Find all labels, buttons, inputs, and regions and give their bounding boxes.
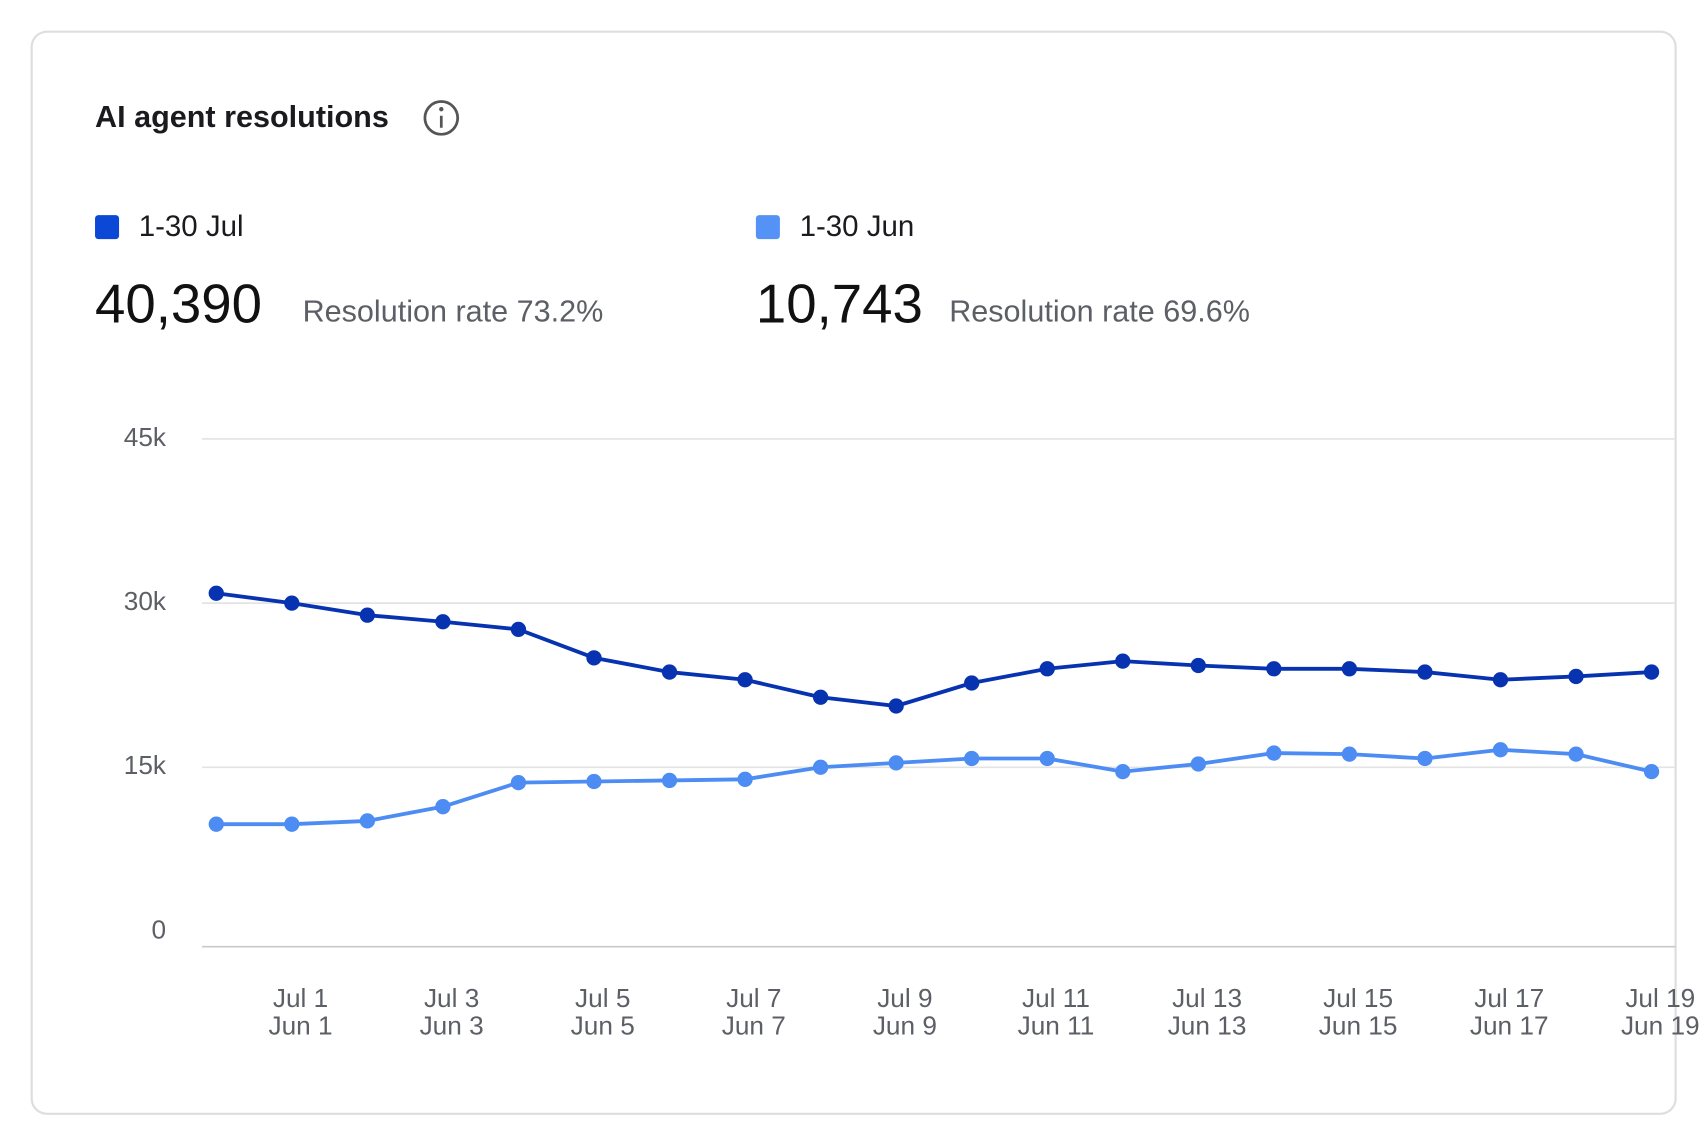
x-tick-label: Jul 9 — [877, 983, 932, 1013]
data-point — [1417, 664, 1433, 680]
legend-label: 1-30 Jul — [139, 210, 244, 243]
data-point — [1568, 746, 1584, 762]
data-point — [1039, 661, 1055, 677]
card-title: AI agent resolutions — [95, 100, 389, 134]
data-point — [208, 585, 224, 601]
rate: Resolution rate 73.2% — [303, 294, 604, 328]
data-point — [208, 816, 224, 832]
data-point — [661, 664, 678, 680]
x-tick-label: Jul 17 — [1474, 983, 1544, 1013]
data-point — [284, 595, 300, 611]
total: 40,390 — [95, 273, 262, 334]
data-point — [435, 614, 451, 630]
legend-label: 1-30 Jun — [800, 210, 915, 243]
data-point — [812, 759, 829, 775]
x-tick-label: Jul 5 — [575, 983, 630, 1013]
data-point — [888, 755, 904, 771]
data-point — [964, 750, 980, 767]
total: 10,743 — [756, 273, 923, 334]
data-point — [1190, 657, 1206, 674]
x-tick-label: Jun 1 — [268, 1010, 332, 1040]
data-point — [1492, 672, 1509, 688]
data-point — [510, 621, 527, 638]
y-tick-label: 45k — [124, 422, 167, 452]
series-line — [216, 591, 1652, 708]
legend-swatch — [755, 215, 780, 240]
card — [30, 30, 1677, 1115]
data-point — [737, 672, 753, 688]
info-icon[interactable] — [423, 100, 460, 136]
data-point — [435, 799, 451, 815]
y-tick-label: 30k — [124, 586, 167, 616]
x-tick-label: Jul 7 — [726, 983, 781, 1013]
x-tick-label: Jun 15 — [1319, 1010, 1398, 1040]
data-point — [888, 698, 904, 714]
x-tick-label: Jul 3 — [424, 983, 479, 1013]
data-point — [1266, 661, 1282, 677]
data-point — [1341, 746, 1358, 762]
data-point — [1039, 750, 1055, 767]
data-point — [812, 689, 829, 705]
x-tick-label: Jun 13 — [1168, 1010, 1247, 1040]
data-point — [1190, 756, 1206, 772]
x-tick-label: Jun 9 — [873, 1010, 937, 1040]
x-tick-label: Jul 15 — [1323, 983, 1393, 1013]
rate: Resolution rate 69.6% — [949, 294, 1250, 328]
data-point — [284, 816, 300, 832]
data-point — [1492, 742, 1509, 758]
data-point — [1115, 764, 1131, 780]
x-tick-label: Jul 11 — [1022, 983, 1090, 1013]
y-tick-label: 0 — [151, 914, 166, 944]
data-point — [510, 774, 527, 791]
x-tick-label: Jun 19 — [1621, 1010, 1700, 1040]
x-tick-label: Jun 5 — [571, 1010, 635, 1040]
data-point — [586, 773, 602, 790]
x-tick-label: Jun 11 — [1018, 1010, 1095, 1040]
data-point — [1115, 653, 1131, 669]
x-tick-label: Jun 7 — [722, 1010, 786, 1040]
data-point — [1417, 750, 1433, 767]
data-point — [661, 772, 678, 789]
data-point — [359, 607, 376, 623]
x-tick-label: Jul 13 — [1172, 983, 1242, 1013]
x-tick-label: Jun 3 — [420, 1010, 484, 1040]
data-point — [964, 675, 980, 691]
y-tick-label: 15k — [124, 750, 167, 780]
data-point — [586, 650, 602, 666]
data-point — [1266, 745, 1282, 761]
legend-swatch — [95, 215, 120, 240]
x-tick-label: Jun 17 — [1470, 1010, 1549, 1040]
series-line — [216, 747, 1653, 827]
x-tick-label: Jul 19 — [1625, 983, 1695, 1013]
x-tick-label: Jul 1 — [273, 983, 328, 1013]
data-point — [359, 813, 376, 829]
data-point — [1643, 764, 1660, 780]
data-point — [1643, 664, 1660, 680]
data-point — [1568, 668, 1584, 685]
data-point — [737, 771, 753, 787]
data-point — [1341, 661, 1358, 677]
